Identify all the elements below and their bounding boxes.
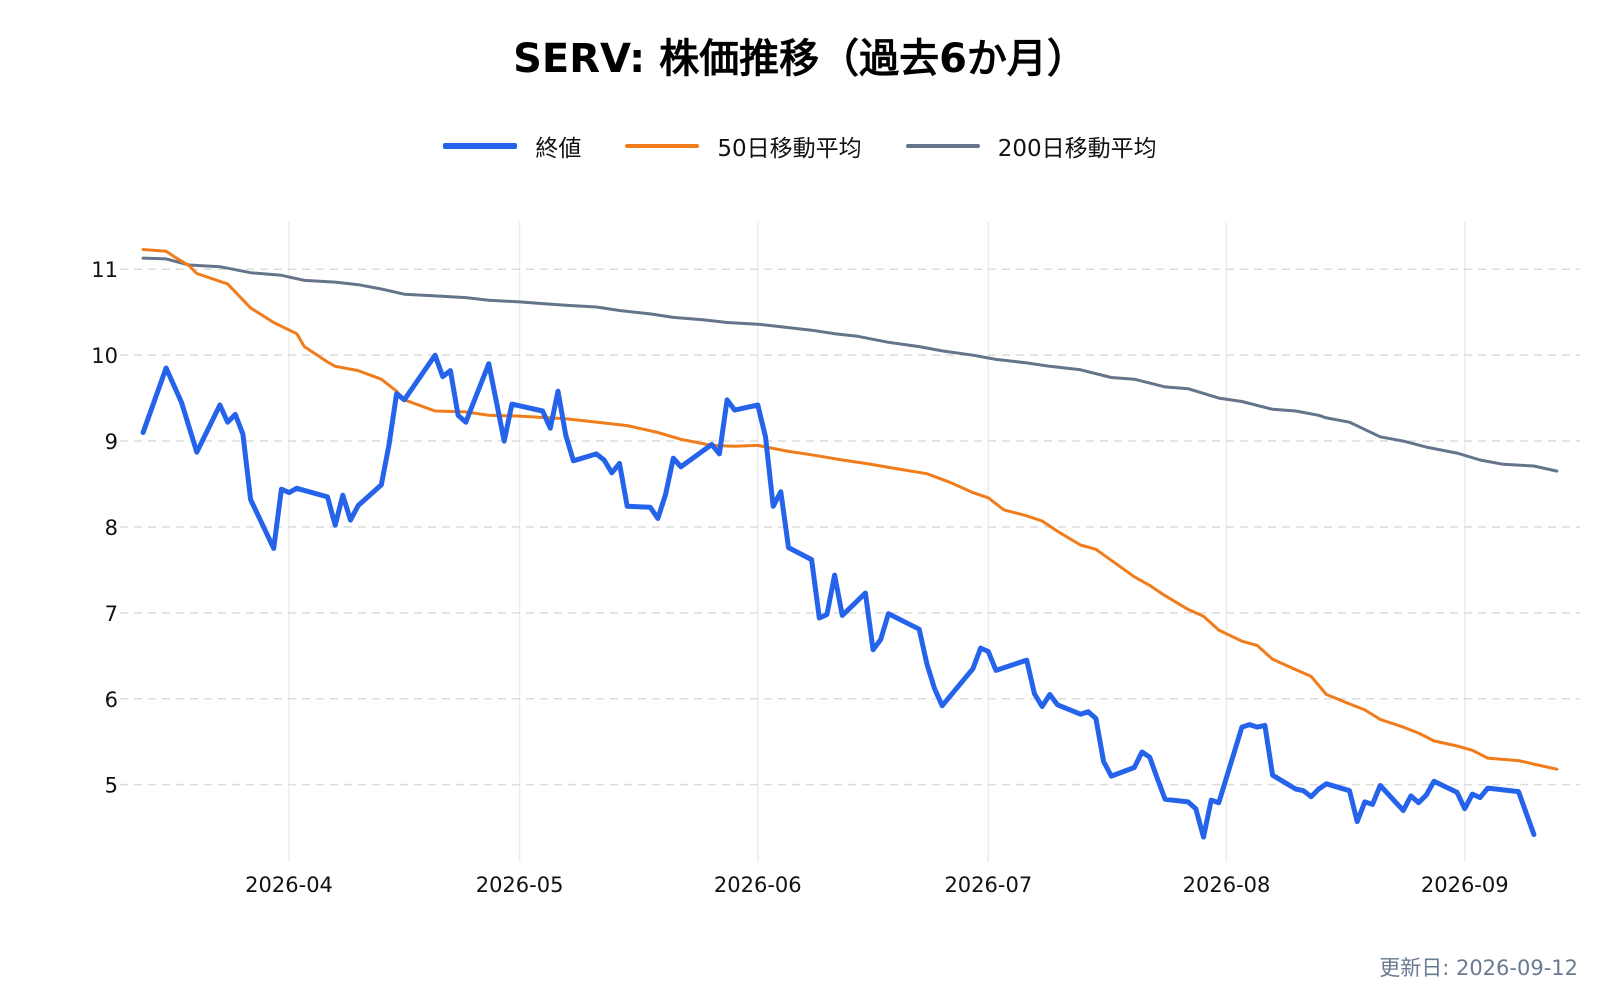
- y-tick-label: 11: [91, 258, 118, 282]
- x-tick-label: 2026-07: [944, 873, 1032, 897]
- legend-label-ma50: 50日移動平均: [717, 136, 862, 162]
- legend-swatch-ma200: [905, 144, 980, 148]
- legend-label-ma200: 200日移動平均: [997, 136, 1157, 162]
- series-line-ma200: [141, 256, 1559, 473]
- x-tick-label: 2026-05: [476, 873, 564, 897]
- series-line-close: [140, 352, 1537, 840]
- updated-date: 更新日: 2026-09-12: [1379, 956, 1578, 980]
- x-gridlines: [288, 222, 1466, 862]
- legend: 終値 50日移動平均 200日移動平均: [0, 126, 1600, 166]
- legend-swatch-close: [443, 143, 518, 149]
- x-tick-label: 2026-08: [1183, 873, 1271, 897]
- legend-label-close: 終値: [535, 136, 582, 162]
- x-tick-labels: 2026-04 2026-05 2026-06 2026-07 2026-08 2026-…: [245, 873, 1508, 897]
- x-tick-label: 2026-06: [714, 873, 802, 897]
- y-tick-labels: 5 6 7 8 9 10 11: [91, 258, 118, 797]
- series-lines: [140, 248, 1559, 840]
- series-line-ma50: [141, 248, 1559, 771]
- y-gridlines: [120, 268, 1580, 786]
- y-tick-label: 9: [105, 430, 118, 454]
- chart-title: SERV: 株価推移（過去6か月）: [513, 36, 1087, 82]
- legend-item-ma50[interactable]: 50日移動平均: [625, 129, 862, 163]
- x-tick-label: 2026-09: [1421, 873, 1509, 897]
- x-tick-label: 2026-04: [245, 873, 333, 897]
- y-tick-label: 8: [105, 516, 118, 540]
- y-tick-label: 10: [91, 344, 118, 368]
- y-tick-label: 7: [105, 602, 118, 626]
- y-tick-label: 5: [105, 774, 118, 798]
- legend-item-ma200[interactable]: 200日移動平均: [905, 129, 1157, 163]
- y-tick-label: 6: [105, 688, 118, 712]
- legend-item-close[interactable]: 終値: [443, 129, 581, 163]
- legend-swatch-ma50: [625, 144, 700, 148]
